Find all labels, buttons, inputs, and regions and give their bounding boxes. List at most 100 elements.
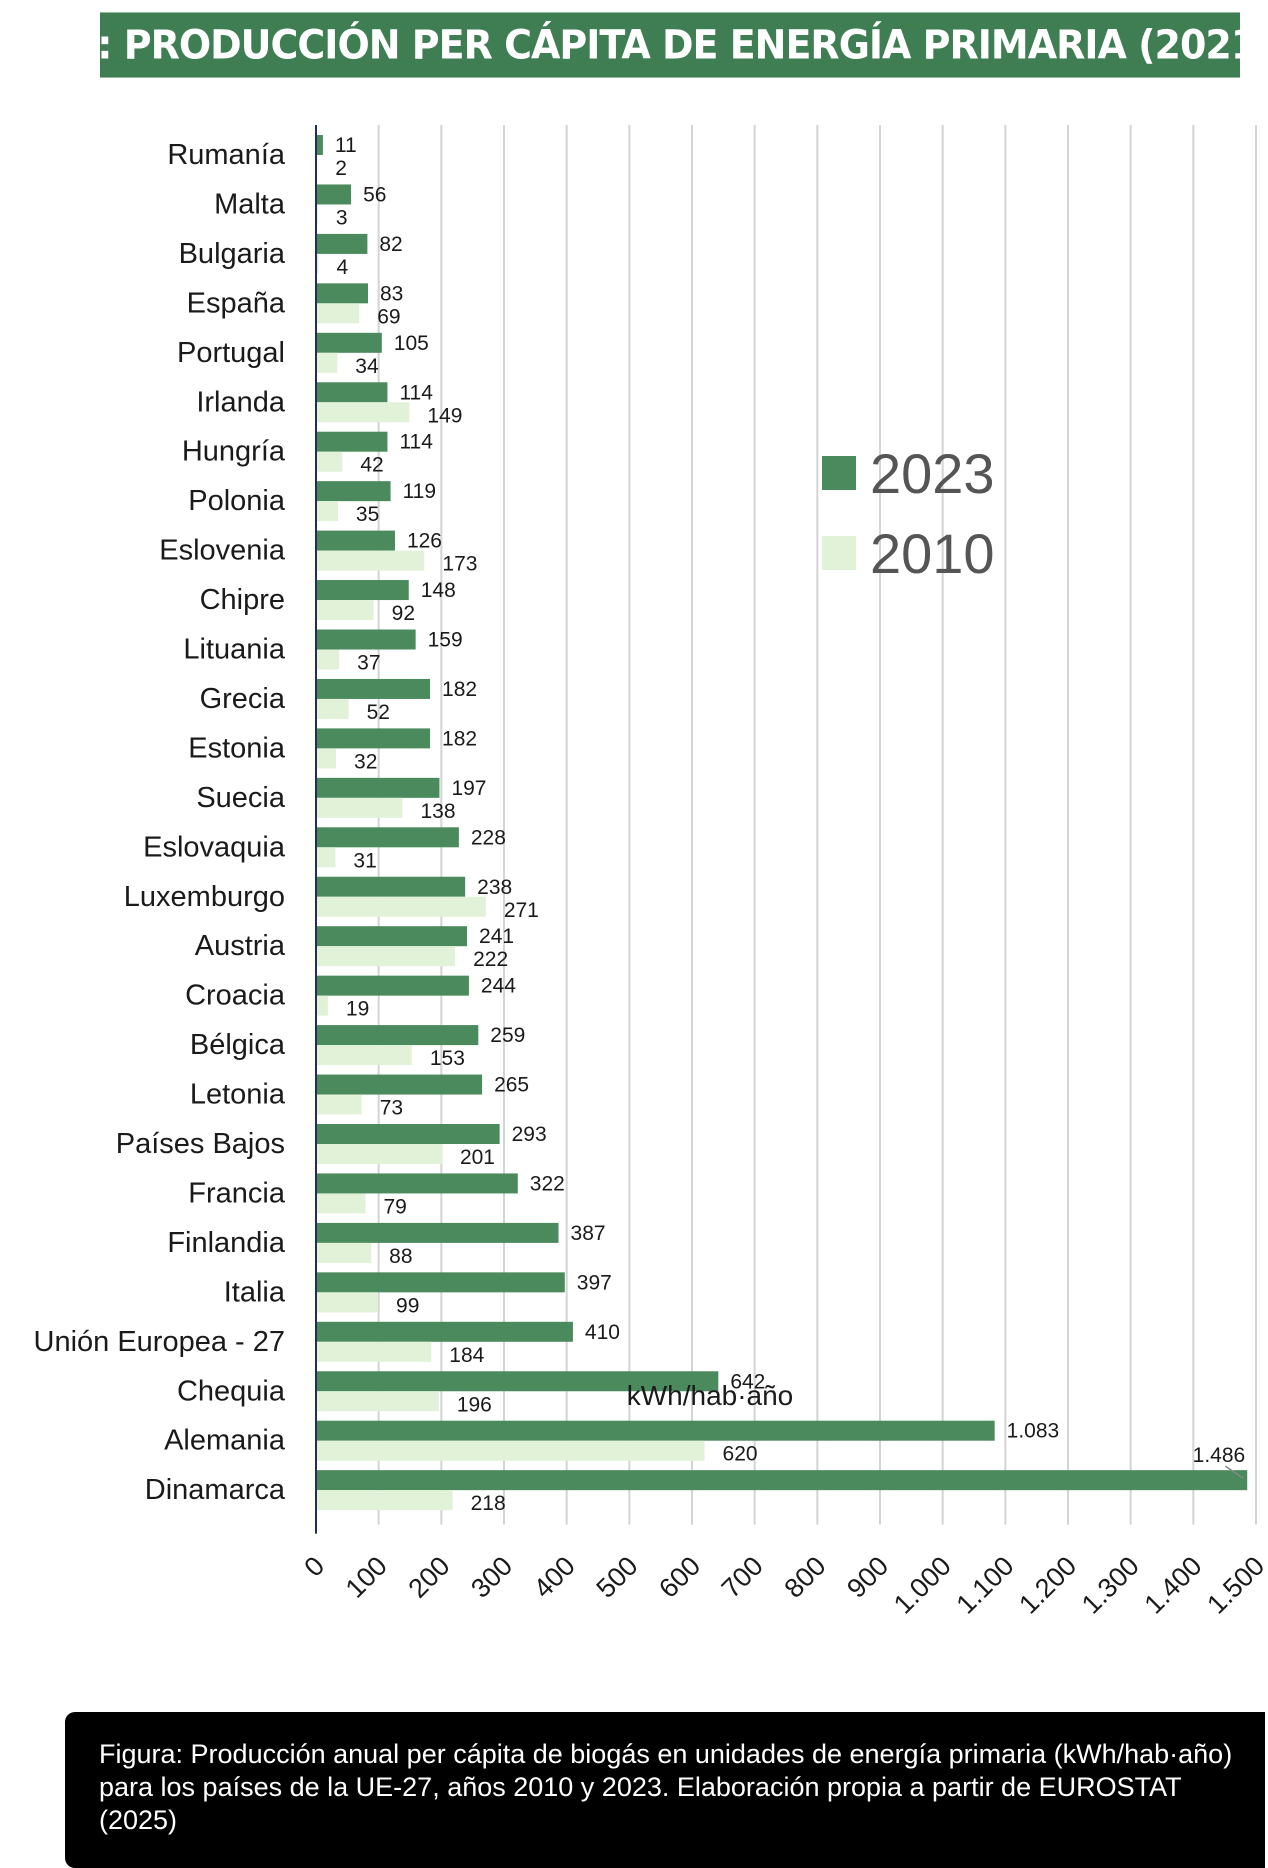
bar-2010	[316, 1193, 366, 1214]
value-label-2010: 222	[473, 948, 508, 971]
value-label-2023: 119	[403, 480, 436, 503]
bar-2023	[316, 678, 431, 699]
gridlines	[377, 125, 1257, 1525]
x-tick-label: 300	[465, 1551, 518, 1604]
bar-2010	[316, 1292, 379, 1313]
chart-title: BIOGÁS: PRODUCCIÓN PER CÁPITA DE ENERGÍA…	[100, 12, 1240, 78]
category-label: Chequia	[177, 1375, 286, 1407]
bar-chart: 1125638248369105341141491144211935126173…	[34, 125, 1268, 1620]
value-label-leader	[1224, 1465, 1244, 1479]
bar-2023	[316, 1222, 559, 1243]
category-label: Países Bajos	[116, 1128, 285, 1160]
category-label: Portugal	[177, 337, 285, 369]
category-label: Finlandia	[167, 1227, 286, 1259]
value-label-2010: 153	[430, 1047, 465, 1070]
value-label-2010: 88	[389, 1245, 412, 1268]
bar-2010	[316, 748, 337, 769]
value-label-2010: 19	[346, 998, 369, 1021]
value-label-2023: 114	[399, 431, 433, 454]
value-label-2023: 182	[442, 727, 477, 750]
value-label-2023: 642	[730, 1370, 765, 1393]
value-label-2010: 42	[360, 454, 383, 477]
category-label: Alemania	[164, 1425, 286, 1457]
value-label-2023: 182	[442, 678, 477, 701]
x-tick-label: 1.000	[888, 1551, 957, 1620]
bar-2023	[316, 580, 409, 601]
category-label: Polonia	[188, 485, 286, 517]
value-label-2023: 197	[451, 777, 486, 800]
bar-2010	[316, 1440, 705, 1461]
bar-2010	[316, 995, 328, 1016]
value-label-2023: 322	[530, 1172, 565, 1195]
figure-caption: Figura: Producción anual per cápita de b…	[65, 1712, 1265, 1868]
value-label-2023: 126	[407, 530, 442, 553]
bar-2010	[316, 352, 338, 373]
value-label-2023: 114	[399, 381, 433, 404]
bar-2023	[316, 1371, 719, 1392]
x-axis-title: kWh/hab·año	[627, 1380, 794, 1411]
value-label-2023: 105	[394, 332, 429, 355]
bar-2010	[316, 847, 336, 868]
bar-2010	[316, 1391, 439, 1412]
value-label-2010: 31	[353, 849, 376, 872]
bar-2023	[316, 876, 466, 897]
x-tick-label: 700	[716, 1551, 769, 1604]
value-label-2023: 83	[380, 282, 403, 305]
category-label: Austria	[195, 930, 286, 962]
value-label-2010: 184	[449, 1344, 484, 1367]
bar-2010	[316, 402, 410, 423]
value-label-2023: 241	[479, 925, 514, 948]
category-label: Lituania	[183, 634, 285, 666]
value-label-2023: 82	[379, 233, 402, 256]
bar-2023	[316, 184, 352, 205]
category-label: Dinamarca	[145, 1474, 286, 1506]
category-label: Rumanía	[167, 139, 286, 171]
value-label-2023: 11	[335, 134, 357, 157]
bar-2023	[316, 283, 369, 304]
bar-2023	[316, 1470, 1248, 1491]
legend-label-2023: 2023	[870, 442, 995, 505]
value-label-2010: 2	[335, 157, 347, 180]
category-label: Estonia	[188, 732, 286, 764]
bar-2023	[316, 135, 323, 155]
value-label-2010: 35	[356, 503, 379, 526]
value-label-2010: 34	[355, 355, 379, 378]
value-labels: 1125638248369105341141491144211935126173…	[335, 134, 1245, 1515]
x-tick-label: 500	[590, 1551, 643, 1604]
bar-2010	[316, 550, 425, 571]
bar-2010	[316, 946, 456, 967]
x-tick-label: 600	[653, 1551, 706, 1604]
bar-2010	[316, 1341, 432, 1362]
bar-2023	[316, 382, 388, 403]
value-label-2023: 293	[512, 1123, 547, 1146]
bar-2010	[316, 451, 343, 472]
bar-2023	[316, 1420, 995, 1441]
bar-2010	[316, 1045, 412, 1066]
x-tick-label: 1.500	[1201, 1551, 1268, 1620]
category-label: Luxemburgo	[124, 881, 285, 913]
x-tick-label: 1.300	[1076, 1551, 1145, 1620]
bar-2023	[316, 481, 391, 502]
x-tick-labels: 0 100 200 300 400 500 600 700 800 9001.0001.1001.…	[298, 1551, 1268, 1620]
category-label: Letonia	[190, 1079, 286, 1111]
value-label-2010: 32	[354, 750, 377, 773]
bar-2023	[316, 926, 468, 947]
bar-2023	[316, 777, 440, 798]
category-label: Grecia	[200, 683, 286, 715]
bar-2023	[316, 332, 382, 353]
x-tick-label: 200	[402, 1551, 455, 1604]
bar-2023	[316, 233, 368, 254]
x-tick-label: 800	[778, 1551, 831, 1604]
category-label: Hungría	[182, 436, 286, 468]
bar-2023	[316, 1124, 500, 1144]
x-tick-label: 1.200	[1013, 1551, 1082, 1620]
value-label-2023: 1.083	[1007, 1420, 1060, 1443]
bar-2023	[316, 530, 395, 551]
bar-2023	[316, 1173, 518, 1194]
bar-2010	[316, 303, 360, 324]
x-tick-label: 900	[841, 1551, 894, 1604]
bar-2010	[316, 649, 340, 670]
value-label-2010: 271	[504, 899, 539, 922]
category-labels: Rumanía Malta Bulgaria España Portugal Irland…	[34, 139, 286, 1506]
value-label-2010: 173	[442, 553, 477, 576]
